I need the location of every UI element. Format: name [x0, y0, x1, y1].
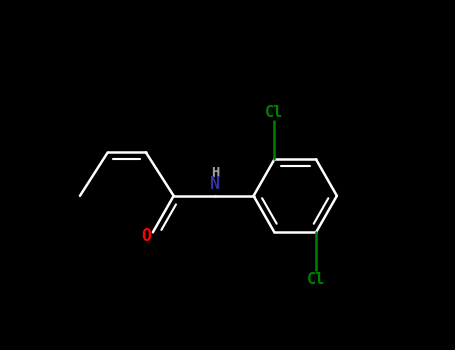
- Text: O: O: [141, 227, 151, 245]
- Text: Cl: Cl: [307, 272, 325, 287]
- Text: H: H: [211, 166, 219, 180]
- Text: Cl: Cl: [265, 105, 283, 120]
- Text: N: N: [210, 175, 220, 193]
